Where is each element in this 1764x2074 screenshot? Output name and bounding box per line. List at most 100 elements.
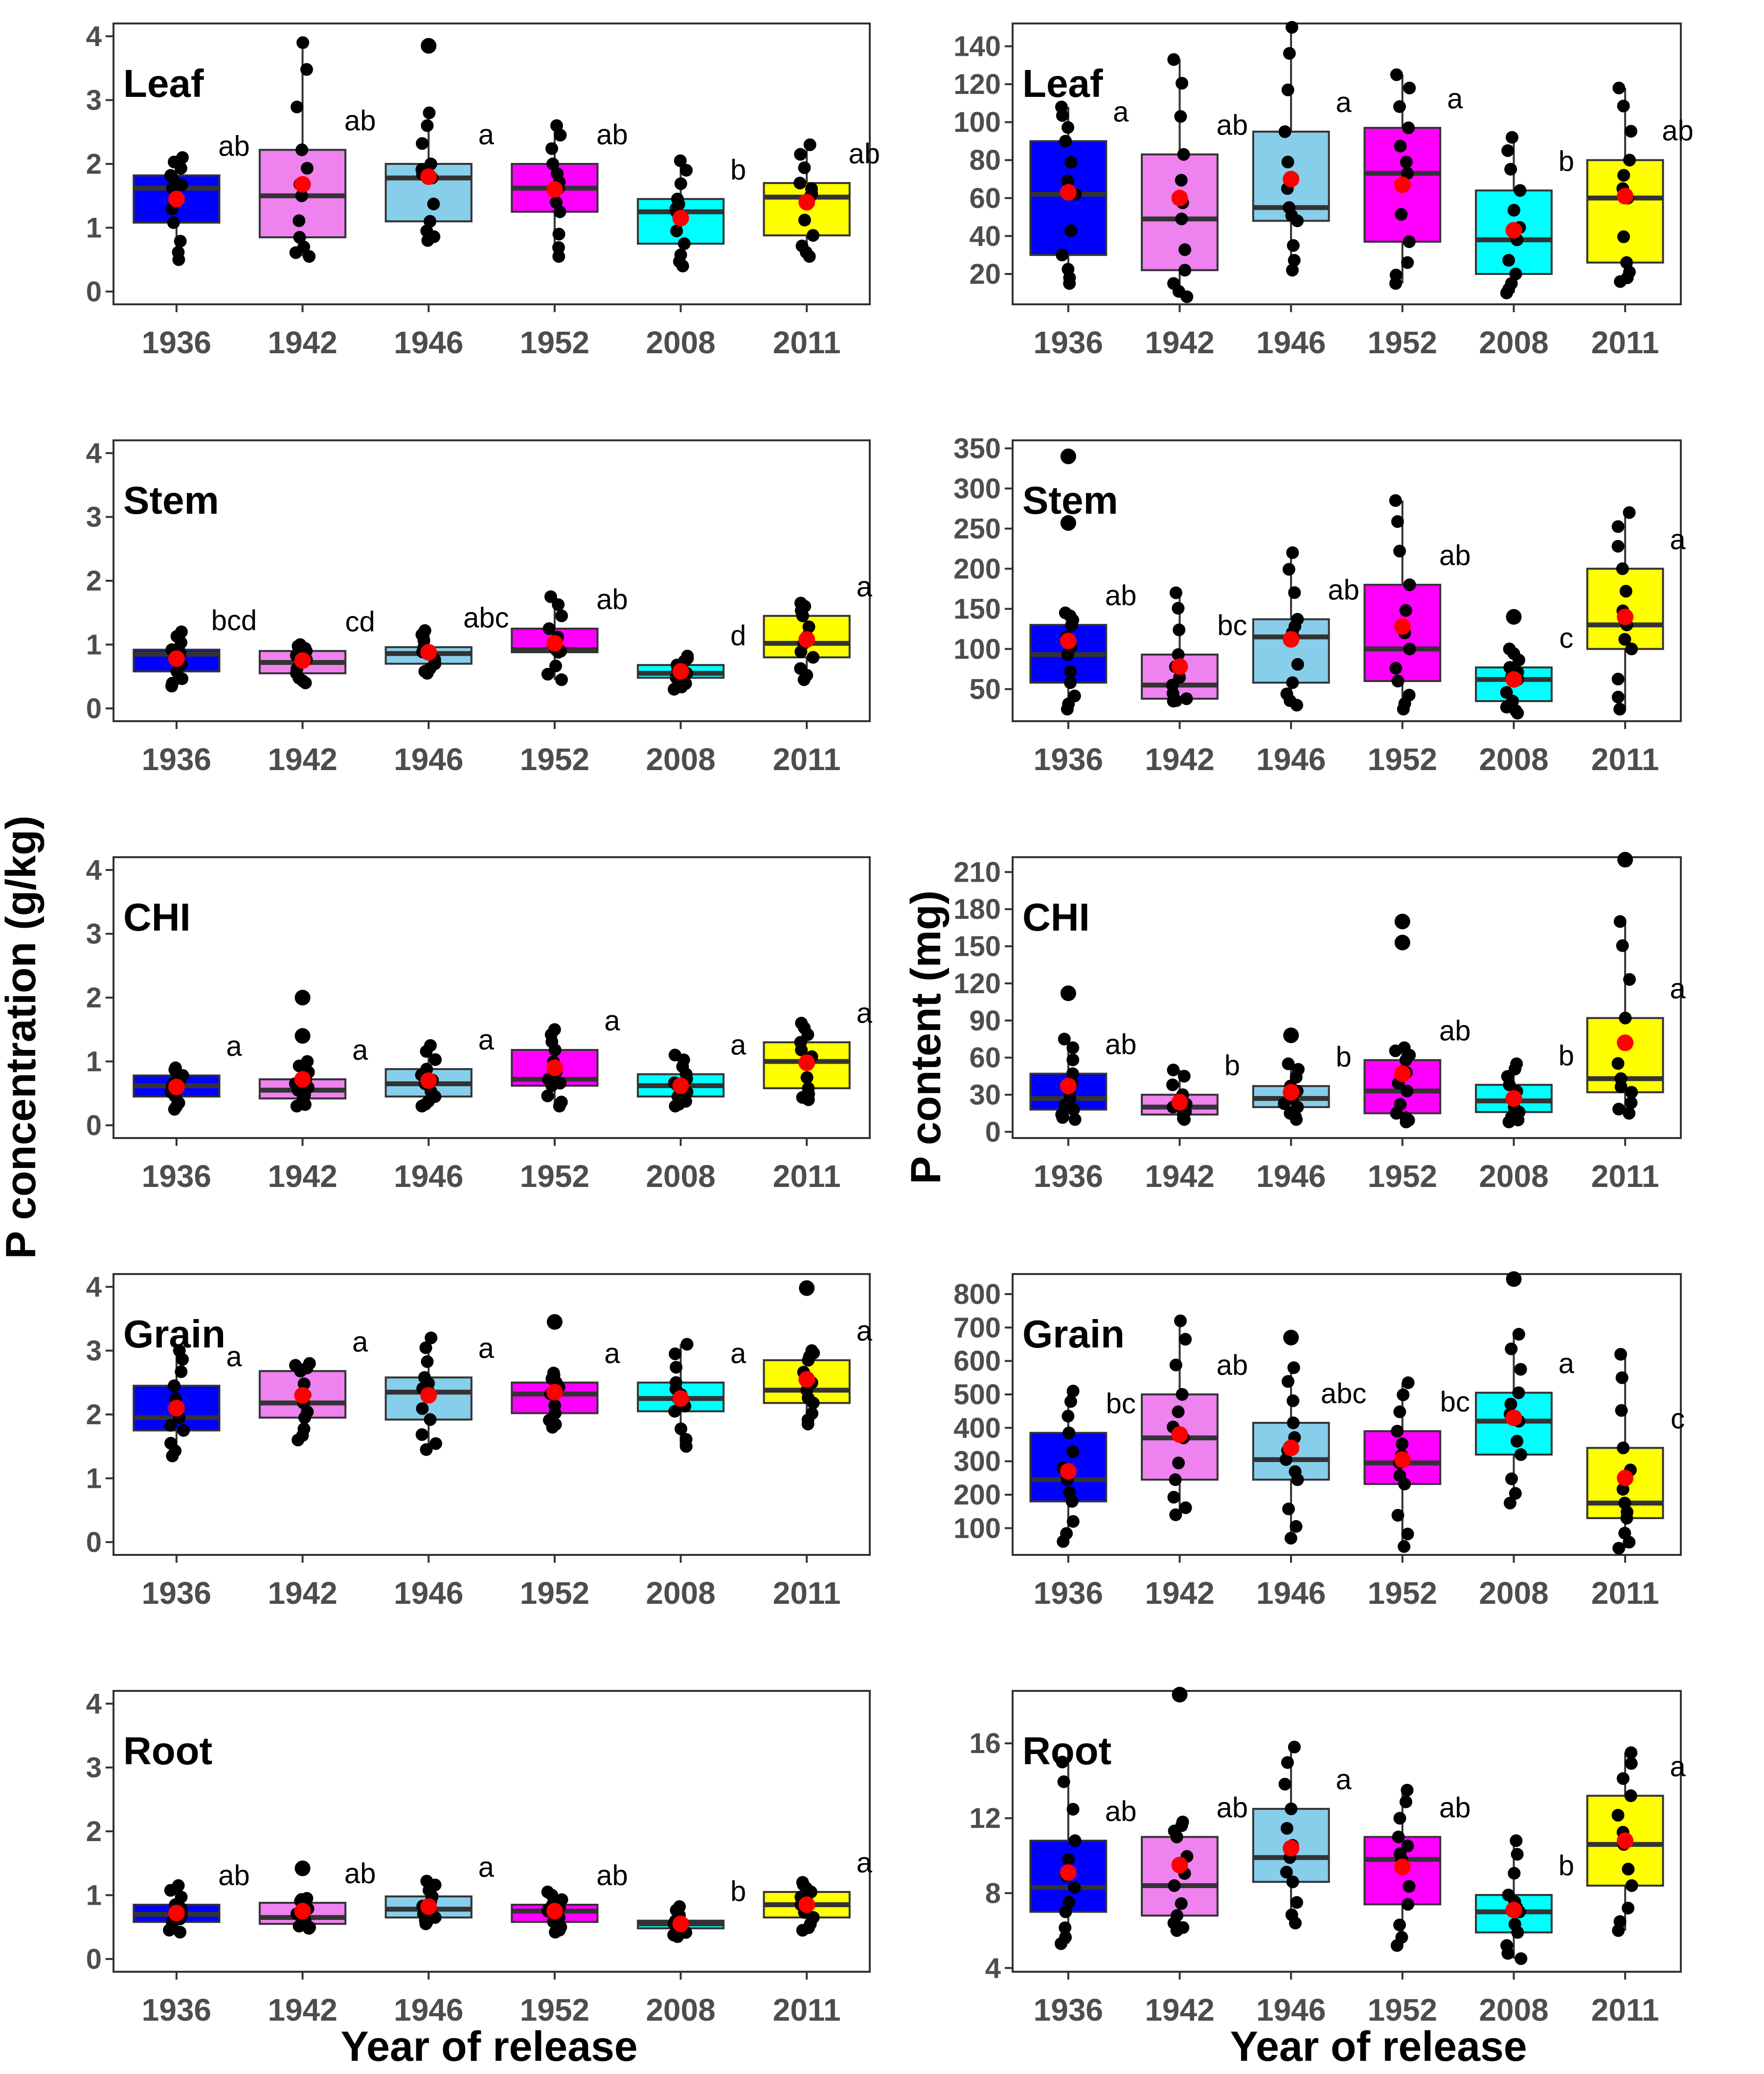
- data-point: [429, 1053, 442, 1066]
- mean-point: [294, 1071, 311, 1088]
- data-point: [1623, 154, 1636, 167]
- data-point: [1623, 1536, 1636, 1549]
- x-tick-label: 2011: [1591, 742, 1659, 777]
- x-tick-label: 1942: [1145, 1159, 1214, 1194]
- data-point: [1278, 1778, 1291, 1791]
- mean-point: [1060, 1864, 1077, 1881]
- mean-point: [1617, 1469, 1634, 1486]
- box-2011: c: [1586, 1348, 1685, 1555]
- data-point: [555, 673, 568, 686]
- box-1936: ab: [1029, 1755, 1137, 1950]
- data-point: [1176, 77, 1189, 90]
- mean-point: [1505, 1901, 1522, 1918]
- data-point: [669, 1347, 682, 1361]
- mean-point: [420, 644, 437, 661]
- significance-letter: a: [1335, 87, 1352, 118]
- significance-letter: ab: [1105, 1796, 1137, 1827]
- outlier-point: [1283, 1329, 1299, 1345]
- x-tick-label: 1936: [1034, 742, 1103, 777]
- data-point: [803, 138, 816, 151]
- data-point: [1401, 167, 1414, 180]
- y-tick-label: 500: [953, 1379, 1001, 1411]
- y-tick-label: 120: [953, 968, 1001, 1000]
- y-tick-label: 120: [953, 68, 1001, 100]
- significance-letter: a: [604, 1005, 620, 1037]
- significance-letter: a: [478, 1332, 495, 1364]
- x-tick-label: 1942: [1145, 325, 1214, 360]
- data-point: [1401, 256, 1414, 269]
- data-point: [1509, 1487, 1522, 1500]
- data-point: [1615, 1404, 1628, 1417]
- data-point: [1615, 1371, 1628, 1384]
- data-point: [1611, 690, 1625, 704]
- data-point: [1508, 1917, 1521, 1931]
- mean-point: [798, 1371, 815, 1388]
- significance-letter: ab: [596, 119, 628, 151]
- mean-point: [420, 1387, 437, 1404]
- y-tick-label: 3: [86, 1752, 102, 1784]
- outlier-point: [546, 1314, 563, 1330]
- data-point: [1289, 1520, 1303, 1533]
- panel-frame: [1012, 856, 1682, 1139]
- y-tick-label: 0: [86, 693, 102, 725]
- data-point: [679, 1433, 693, 1446]
- data-point: [416, 137, 429, 150]
- data-point: [1287, 239, 1300, 252]
- box-1936: ab: [133, 130, 250, 266]
- data-point: [555, 1893, 568, 1906]
- panel-title: CHI: [1022, 895, 1090, 939]
- data-point: [1066, 1053, 1080, 1067]
- y-tick-label: 4: [86, 854, 102, 886]
- box-2008: a: [636, 1338, 746, 1453]
- data-point: [1621, 271, 1634, 284]
- box-2008: b: [1475, 1834, 1574, 1965]
- significance-letter: a: [1670, 1751, 1686, 1782]
- data-point: [1170, 694, 1183, 707]
- box-2008: d: [636, 620, 746, 696]
- data-point: [1625, 1096, 1638, 1109]
- data-point: [1512, 1328, 1525, 1341]
- y-tick-label: 20: [969, 258, 1001, 290]
- box-1952: ab: [511, 584, 628, 686]
- data-point: [1280, 1866, 1293, 1879]
- data-point: [293, 1059, 306, 1072]
- data-point: [547, 1369, 561, 1382]
- data-point: [301, 1405, 314, 1418]
- data-point: [1167, 1491, 1180, 1504]
- box-1952: bc: [1363, 1376, 1470, 1553]
- data-point: [1062, 1410, 1075, 1423]
- mean-point: [672, 209, 689, 227]
- data-point: [667, 1928, 680, 1941]
- data-point: [293, 214, 306, 228]
- data-point: [1501, 1947, 1515, 1960]
- box-1942: ab: [258, 1858, 376, 1935]
- data-point: [1515, 1952, 1528, 1965]
- mean-point: [1171, 1856, 1188, 1873]
- box-1946: a: [1252, 1740, 1352, 1930]
- data-point: [1059, 135, 1072, 148]
- data-point: [418, 665, 431, 678]
- data-point: [1285, 209, 1298, 222]
- x-tick-label: 1952: [1368, 742, 1437, 777]
- box-1946: abc: [384, 602, 509, 680]
- data-point: [554, 129, 567, 142]
- mean-point: [168, 1904, 185, 1921]
- x-tick-label: 1952: [1368, 325, 1437, 360]
- mean-point: [1505, 222, 1522, 239]
- y-tick-label: 60: [969, 182, 1001, 214]
- x-tick-label: 1942: [268, 742, 337, 777]
- panel-title: Leaf: [1022, 62, 1103, 105]
- data-point: [1402, 1114, 1415, 1127]
- mean-point: [1617, 187, 1634, 205]
- mean-point: [546, 1384, 563, 1401]
- y-tick-label: 0: [86, 276, 102, 308]
- data-point: [1611, 520, 1625, 533]
- data-point: [1173, 623, 1186, 637]
- y-tick-label: 300: [953, 473, 1001, 504]
- data-point: [1290, 1896, 1303, 1909]
- y-tick-label: 0: [86, 1527, 102, 1558]
- data-point: [1068, 1113, 1082, 1126]
- data-point: [1504, 1397, 1517, 1411]
- data-point: [553, 1923, 566, 1937]
- data-point: [1403, 1048, 1416, 1062]
